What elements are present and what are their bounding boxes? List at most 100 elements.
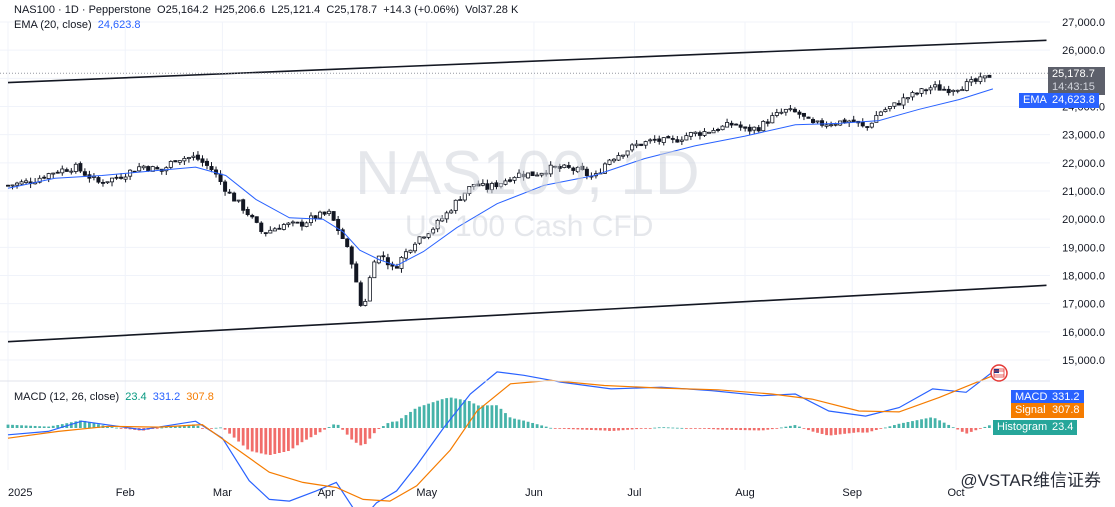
candle bbox=[177, 160, 182, 163]
histogram-bar bbox=[662, 427, 666, 429]
histogram-bar bbox=[38, 426, 42, 428]
histogram-bar bbox=[47, 426, 51, 428]
candle bbox=[517, 172, 522, 178]
candle bbox=[670, 138, 675, 140]
candle bbox=[602, 163, 607, 174]
watermark-description: US 100 Cash CFD bbox=[405, 210, 654, 243]
histogram-bar bbox=[974, 428, 978, 431]
candle bbox=[46, 173, 51, 179]
open-value: 25,164.2 bbox=[165, 4, 209, 16]
macd-legend[interactable]: MACD (12, 26, close) 23.4 331.2 307.8 bbox=[14, 391, 217, 403]
candle bbox=[661, 137, 666, 143]
histogram-bar bbox=[779, 427, 783, 429]
histogram-bar bbox=[431, 402, 435, 428]
candle bbox=[580, 165, 585, 171]
histogram-bar bbox=[707, 428, 711, 429]
candle bbox=[878, 111, 883, 116]
candle bbox=[521, 173, 526, 178]
histogram-bar bbox=[259, 428, 263, 454]
price-tick-label: 20,000.0 bbox=[1062, 214, 1105, 226]
histogram-bar bbox=[978, 428, 982, 429]
symbol-legend[interactable]: NAS100 · 1D · Pepperstone O25,164.2 H25,… bbox=[14, 4, 521, 16]
hist-tag-value: 23.4 bbox=[1048, 420, 1078, 435]
histogram-bar bbox=[115, 427, 118, 429]
candle bbox=[960, 89, 965, 92]
volume-label: Vol bbox=[465, 4, 481, 16]
histogram-bar bbox=[232, 428, 236, 438]
histogram-bar bbox=[341, 428, 345, 430]
candle bbox=[363, 300, 368, 306]
candle bbox=[340, 229, 345, 240]
candle bbox=[783, 108, 788, 113]
candle bbox=[78, 163, 83, 172]
histogram-bar bbox=[879, 428, 883, 429]
macd-tag-value: 331.2 bbox=[1048, 390, 1084, 405]
watermark-credit: @VSTAR维信证券 bbox=[960, 471, 1101, 490]
candle bbox=[887, 106, 892, 110]
flag-icon[interactable] bbox=[990, 364, 1008, 382]
time-tick-label: Feb bbox=[116, 487, 135, 499]
histogram-bar bbox=[250, 428, 254, 452]
candle bbox=[688, 132, 693, 137]
candle bbox=[562, 164, 567, 168]
candle bbox=[426, 233, 431, 238]
candle bbox=[788, 108, 793, 111]
macd-legend-hist: 23.4 bbox=[125, 391, 147, 403]
change-value: +14.3 (+0.06%) bbox=[383, 4, 460, 16]
symbol-title[interactable]: NAS100 · 1D · Pepperstone bbox=[14, 4, 151, 16]
candle bbox=[272, 228, 277, 232]
candle bbox=[571, 167, 576, 171]
candle bbox=[829, 124, 834, 127]
close-label: C bbox=[326, 4, 335, 16]
candle bbox=[349, 246, 354, 265]
histogram-bar bbox=[639, 428, 643, 429]
candle bbox=[824, 124, 829, 127]
histogram-bar bbox=[793, 425, 797, 428]
histogram-bar bbox=[273, 428, 277, 454]
candle bbox=[462, 192, 467, 201]
candle bbox=[657, 138, 662, 142]
candle bbox=[675, 139, 680, 143]
candle bbox=[526, 172, 531, 179]
candle bbox=[498, 183, 503, 187]
candle bbox=[905, 97, 910, 100]
candle bbox=[417, 236, 422, 244]
ema-legend[interactable]: EMA (20, close) 24,623.8 bbox=[14, 19, 144, 31]
candle bbox=[738, 124, 743, 128]
histogram-bar bbox=[92, 423, 96, 428]
price-axis: 27,000.026,000.025,000.024,000.023,000.0… bbox=[1062, 17, 1105, 367]
histogram-bar bbox=[440, 399, 444, 428]
candle bbox=[209, 166, 214, 171]
candle bbox=[503, 180, 508, 185]
histogram-bar bbox=[956, 428, 960, 430]
histogram-bar bbox=[888, 426, 892, 428]
time-tick-label: Jul bbox=[627, 487, 641, 499]
histogram-bar bbox=[372, 428, 376, 434]
histogram-bar bbox=[513, 418, 516, 428]
price-tick-label: 23,000.0 bbox=[1062, 130, 1105, 142]
histogram-bar bbox=[296, 428, 299, 446]
candle bbox=[281, 224, 286, 230]
channel-line-upper bbox=[7, 39, 1047, 84]
candle bbox=[544, 172, 549, 175]
histogram-bar bbox=[599, 428, 602, 431]
candle bbox=[51, 172, 56, 175]
price-tick-label: 17,000.0 bbox=[1062, 299, 1105, 311]
histogram-bar bbox=[526, 421, 530, 428]
macd-legend-label[interactable]: MACD (12, 26, close) bbox=[14, 391, 120, 403]
histogram-bar bbox=[241, 428, 245, 446]
candle bbox=[815, 120, 820, 123]
histogram-bar bbox=[323, 428, 326, 430]
candle bbox=[114, 176, 119, 179]
histogram-bar bbox=[336, 424, 340, 428]
candle bbox=[331, 211, 336, 221]
candle bbox=[612, 158, 617, 162]
histogram-bar bbox=[119, 428, 123, 429]
candle bbox=[422, 236, 427, 239]
signal-tag-label: Signal bbox=[1011, 403, 1050, 418]
ema-legend-label[interactable]: EMA (20, close) bbox=[14, 19, 92, 31]
candle bbox=[851, 119, 856, 123]
histogram-bar bbox=[847, 428, 851, 434]
histogram-bar bbox=[983, 426, 987, 428]
